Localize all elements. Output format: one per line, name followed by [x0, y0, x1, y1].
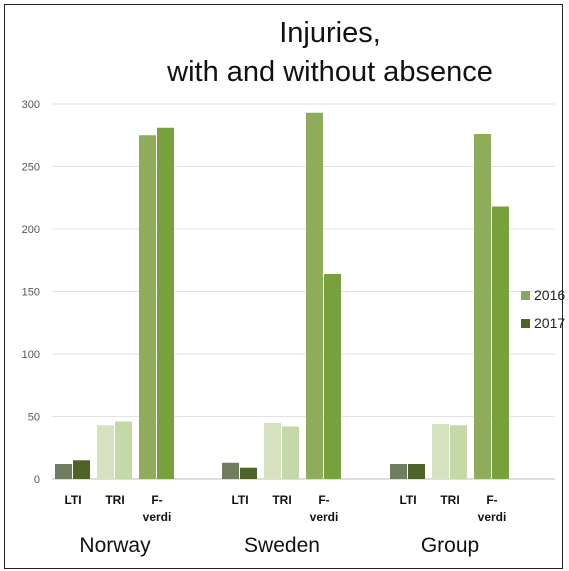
legend-label: 2017	[534, 315, 565, 331]
category-label: verdi	[478, 510, 507, 524]
category-label: LTI	[399, 493, 416, 507]
bar-sweden-f-verdi-2016	[306, 112, 323, 479]
bar-group-tri-2016	[432, 424, 449, 479]
bar-group-tri-2017	[450, 425, 467, 479]
bar-sweden-tri-2016	[264, 422, 281, 479]
bar-norway-f-verdi-2016	[139, 135, 156, 479]
chart-title-line1: Injuries,	[279, 17, 381, 49]
bar-norway-f-verdi-2017	[157, 127, 174, 479]
y-tick-label: 50	[28, 412, 40, 424]
group-label: Group	[421, 534, 479, 557]
bar-norway-tri-2017	[115, 421, 132, 479]
bar-group-f-verdi-2017	[492, 206, 509, 479]
category-label: verdi	[143, 510, 172, 524]
bar-group-lti-2016	[390, 464, 407, 479]
category-label: LTI	[231, 493, 248, 507]
group-label: Sweden	[244, 534, 320, 557]
bar-group-f-verdi-2016	[474, 134, 491, 479]
legend-label: 2016	[534, 287, 565, 303]
bar-sweden-f-verdi-2017	[324, 274, 341, 479]
bar-group-lti-2017	[408, 464, 425, 479]
legend-swatch	[521, 319, 530, 328]
category-label: LTI	[64, 493, 81, 507]
bar-norway-tri-2016	[97, 425, 114, 479]
chart-title-line2: with and without absence	[166, 56, 493, 88]
category-label: TRI	[440, 493, 459, 507]
y-tick-label: 200	[22, 224, 40, 236]
bar-sweden-lti-2017	[240, 467, 257, 479]
bar-norway-lti-2017	[73, 460, 90, 479]
category-label: TRI	[105, 493, 124, 507]
category-label: F-	[151, 493, 162, 507]
y-tick-label: 0	[34, 474, 40, 486]
y-tick-label: 100	[22, 349, 40, 361]
y-tick-label: 250	[22, 162, 40, 174]
category-label: F-	[318, 493, 329, 507]
legend-swatch	[521, 291, 530, 300]
category-label: F-	[486, 493, 497, 507]
category-label: TRI	[272, 493, 291, 507]
bar-sweden-lti-2016	[222, 462, 239, 479]
y-tick-label: 300	[22, 99, 40, 111]
bar-sweden-tri-2017	[282, 426, 299, 479]
category-label: verdi	[310, 510, 339, 524]
y-tick-label: 150	[22, 287, 40, 299]
group-label: Norway	[79, 534, 151, 557]
bar-norway-lti-2016	[55, 464, 72, 479]
